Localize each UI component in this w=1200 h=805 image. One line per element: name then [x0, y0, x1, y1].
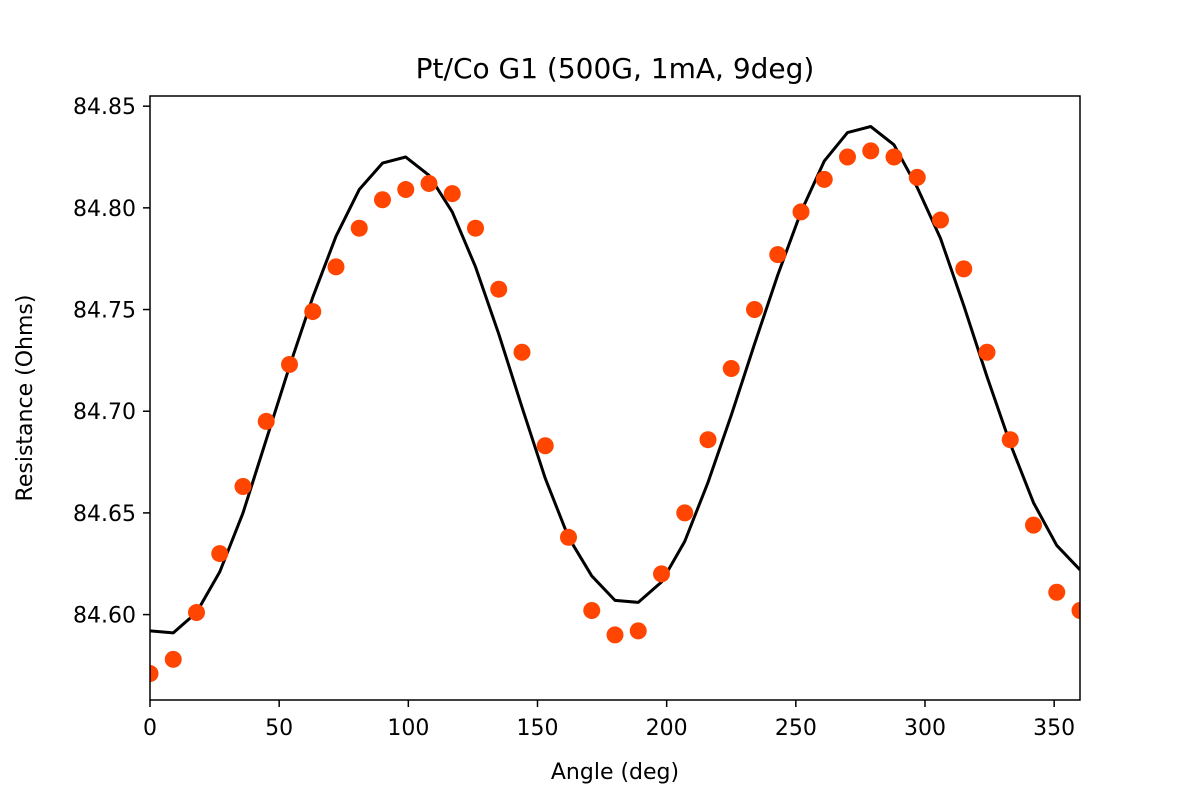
data-point [769, 246, 787, 264]
data-point [150, 665, 159, 683]
data-point [722, 360, 740, 378]
axes-frame [149, 95, 1081, 701]
chart-title: Pt/Co G1 (500G, 1mA, 9deg) [416, 52, 815, 85]
plot-area [150, 125, 1080, 683]
data-point [327, 258, 345, 276]
data-point [583, 602, 601, 620]
x-axis: 0 50 100 150 200 250 300 350 [143, 700, 1075, 741]
data-point [629, 622, 647, 640]
x-tick-label: 50 [265, 716, 293, 741]
x-tick-label: 250 [775, 716, 817, 741]
y-tick-label: 84.65 [73, 502, 136, 527]
x-tick-label: 350 [1033, 716, 1075, 741]
x-tick-label: 200 [646, 716, 688, 741]
data-point [885, 148, 903, 166]
y-tick-label: 84.60 [73, 604, 136, 629]
data-point [374, 191, 391, 209]
data-point [676, 504, 694, 522]
data-point [699, 431, 717, 449]
data-point [490, 280, 508, 298]
data-point [350, 219, 368, 237]
data-point [653, 565, 670, 583]
data-point [443, 185, 461, 203]
data-point [560, 528, 577, 546]
data-point [839, 148, 856, 166]
data-point [281, 355, 298, 373]
data-point [257, 412, 275, 430]
data-point [397, 181, 415, 199]
x-axis-title: Angle (deg) [551, 760, 679, 785]
data-point [746, 301, 763, 319]
data-point [513, 343, 531, 361]
x-tick-label: 0 [143, 716, 157, 741]
data-point [1025, 516, 1042, 534]
data-point [304, 303, 322, 321]
data-point [792, 203, 810, 221]
data-point [978, 343, 996, 361]
data-point [1071, 602, 1080, 620]
y-tick-label: 84.80 [73, 197, 136, 222]
data-point [536, 437, 554, 455]
data-point [815, 170, 833, 188]
y-tick-label: 84.85 [73, 95, 136, 120]
y-tick-label: 84.70 [73, 400, 136, 425]
fit-line [150, 125, 1080, 635]
data-point [1001, 431, 1019, 449]
x-tick-label: 100 [387, 716, 429, 741]
x-tick-label: 300 [904, 716, 946, 741]
data-point [932, 211, 949, 229]
data-point [606, 626, 624, 644]
data-point [188, 604, 205, 622]
data-point [211, 545, 229, 563]
data-point [420, 174, 438, 192]
data-point [862, 142, 880, 160]
y-axis: 84.60 84.65 84.70 84.75 84.80 84.85 [73, 95, 150, 629]
data-point [234, 477, 252, 495]
x-tick-label: 150 [517, 716, 559, 741]
data-point [467, 219, 484, 237]
y-axis-title: Resistance (Ohms) [13, 295, 38, 502]
data-point [908, 168, 926, 186]
data-point [1048, 583, 1066, 601]
data-point [955, 260, 973, 278]
y-tick-label: 84.75 [73, 299, 136, 324]
data-point [164, 650, 182, 668]
